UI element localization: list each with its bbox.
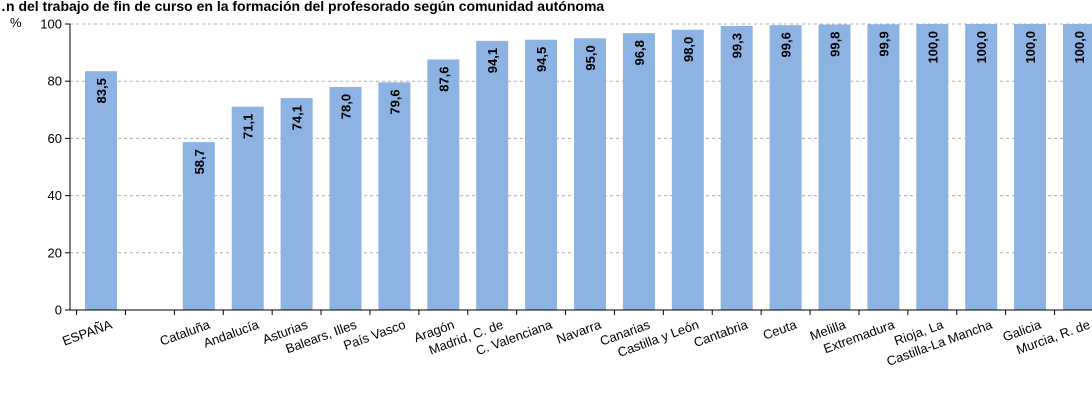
bar xyxy=(378,82,411,311)
data-label: 98,0 xyxy=(681,37,696,62)
bar xyxy=(965,24,998,310)
bar xyxy=(476,40,509,311)
x-tick-label: Cantabria xyxy=(692,316,751,350)
data-label: 71,1 xyxy=(241,114,256,139)
bar xyxy=(769,25,802,310)
y-tick-label: 100 xyxy=(40,17,62,32)
bar xyxy=(85,71,117,310)
bar xyxy=(525,39,558,310)
data-label: 100,0 xyxy=(974,31,989,64)
bar xyxy=(867,24,900,310)
data-label: 99,6 xyxy=(779,32,794,57)
axes xyxy=(65,23,1092,315)
bar xyxy=(1063,24,1092,310)
data-label: 100,0 xyxy=(925,31,940,64)
data-label: 79,6 xyxy=(387,89,402,114)
y-tick-label: 60 xyxy=(48,131,62,146)
data-label: 94,5 xyxy=(534,47,549,72)
y-tick-label: 40 xyxy=(48,188,62,203)
data-label: 100,0 xyxy=(1023,31,1038,64)
data-label: 96,8 xyxy=(632,40,647,65)
x-tick-label: Navarra xyxy=(554,316,603,346)
data-label: 99,8 xyxy=(828,32,843,57)
y-tick-label: 20 xyxy=(48,245,62,260)
data-label: 99,3 xyxy=(730,33,745,58)
data-labels: 83,5 58,7 71,1 74,1 78,0 79,6 87,6 94,1 94,5 95,0… xyxy=(94,31,1087,174)
bar xyxy=(329,86,362,310)
data-label: 74,1 xyxy=(290,105,305,130)
bar xyxy=(720,26,753,310)
data-label: 78,0 xyxy=(339,94,354,119)
x-tick-label: Andalucía xyxy=(201,316,261,350)
bar xyxy=(182,142,215,310)
y-tick-labels: 0 20 40 60 80 100 xyxy=(40,17,62,318)
y-axis-label: % xyxy=(10,15,22,30)
data-label: 99,9 xyxy=(876,31,891,56)
x-tick-label: Ceuta xyxy=(761,316,799,342)
chart-title: …n del trabajo de fin de curso en la for… xyxy=(0,0,604,14)
data-label: 87,6 xyxy=(436,66,451,91)
data-label: 100,0 xyxy=(1072,31,1087,64)
bar xyxy=(280,98,313,310)
y-tick-label: 0 xyxy=(55,303,62,318)
bar xyxy=(671,29,704,310)
bar xyxy=(1014,24,1047,310)
bars xyxy=(85,24,1092,311)
bar xyxy=(818,24,851,311)
bar xyxy=(427,59,460,310)
data-label: 94,1 xyxy=(485,48,500,73)
data-label: 83,5 xyxy=(94,78,109,103)
bar xyxy=(622,33,655,310)
data-label: 58,7 xyxy=(192,149,207,174)
data-label: 95,0 xyxy=(583,45,598,70)
bar xyxy=(916,24,949,310)
bar xyxy=(231,106,264,311)
y-tick-label: 80 xyxy=(48,74,62,89)
x-tick-label: ESPAÑA xyxy=(60,317,114,349)
bar xyxy=(574,38,606,311)
